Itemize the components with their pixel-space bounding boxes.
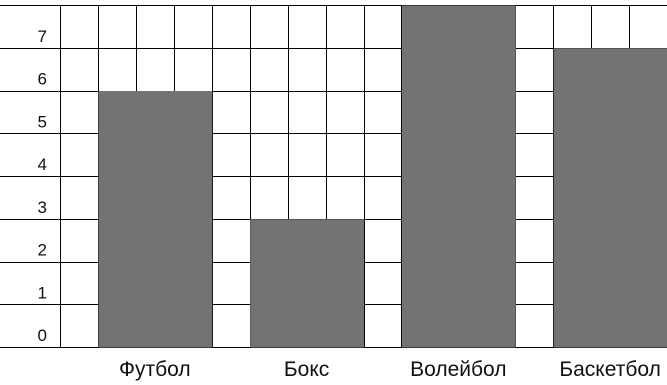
y-tick-label: 0 bbox=[38, 326, 47, 345]
y-tick-label: 6 bbox=[38, 70, 47, 89]
x-tick-label: Баскетбол bbox=[559, 358, 660, 381]
y-tick-label: 3 bbox=[38, 198, 47, 217]
bar-4 bbox=[553, 48, 667, 348]
y-tick-label: 8 bbox=[38, 0, 47, 3]
x-tick-label: Волейбол bbox=[410, 358, 506, 381]
y-tick-label: 7 bbox=[38, 27, 47, 46]
x-tick-label: Футбол bbox=[119, 358, 191, 381]
bar-2 bbox=[250, 219, 364, 348]
y-tick-label: 5 bbox=[38, 112, 47, 131]
y-axis-ticks: 0 1 2 3 4 5 6 7 8 bbox=[38, 0, 47, 345]
y-tick-label: 4 bbox=[38, 155, 47, 174]
y-tick-label: 2 bbox=[38, 241, 47, 260]
bar-1 bbox=[98, 91, 213, 348]
x-tick-label: Бокс bbox=[284, 358, 329, 381]
y-tick-label: 1 bbox=[38, 283, 47, 302]
x-axis-ticks: Футбол Бокс Волейбол Баскетбол bbox=[119, 358, 661, 381]
bar-3 bbox=[401, 5, 516, 348]
bar-series bbox=[98, 5, 667, 348]
